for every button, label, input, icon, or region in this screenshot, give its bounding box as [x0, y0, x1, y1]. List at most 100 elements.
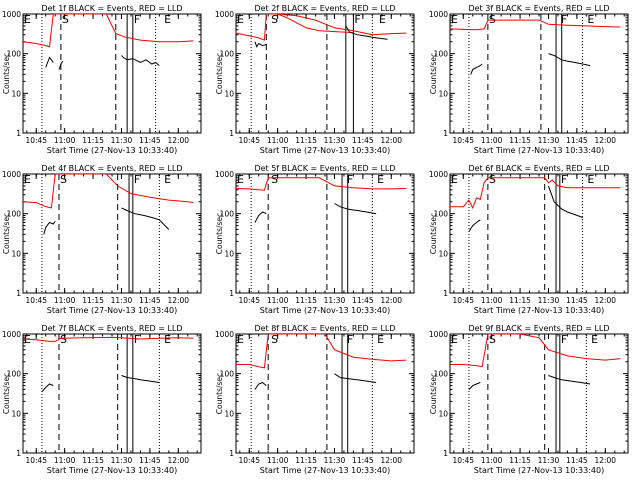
y-tick-label: 1000 — [215, 170, 234, 179]
x-tick-label: 11:45 — [139, 136, 161, 145]
lld-series-line — [236, 14, 407, 41]
panel-det-3: Det 3f BLACK = Events, RED = LLD 1 10 100 10… — [429, 4, 629, 155]
flag-label: S — [62, 13, 69, 26]
y-tick-label: 10 — [438, 89, 448, 98]
flag-label: E — [237, 333, 244, 346]
x-tick-label: 10:45 — [25, 136, 47, 145]
events-series-line — [468, 185, 583, 233]
y-axis-label: Counts/sec — [429, 53, 438, 94]
x-tick-label: 10:45 — [452, 136, 474, 145]
x-tick-label: 11:00 — [54, 296, 76, 305]
lld-series-line — [450, 334, 621, 368]
y-tick-label: 10 — [224, 409, 234, 418]
x-tick-label: 10:45 — [25, 296, 47, 305]
y-axis-label: Counts/sec — [2, 53, 11, 94]
flag-label: S — [271, 13, 278, 26]
flag-label: E — [451, 13, 458, 26]
panel-det-2: Det 2f BLACK = Events, RED = LLD 1 10 100 10… — [215, 4, 415, 155]
plot-frame — [449, 173, 629, 294]
plot-frame — [235, 333, 415, 454]
flag-label: E — [379, 13, 386, 26]
x-tick-label: 11:30 — [324, 296, 346, 305]
flag-label: E — [451, 173, 458, 186]
flag-label: S — [271, 173, 278, 186]
y-axis-label: Counts/sec — [429, 213, 438, 254]
y-tick-label: 1000 — [215, 10, 234, 19]
y-tick-label: 1000 — [429, 10, 448, 19]
x-tick-label: 11:45 — [566, 456, 588, 465]
x-axis-label: Start Time (27-Nov-13 10:33:40) — [47, 306, 177, 315]
events-series-line — [43, 207, 170, 235]
y-axis-label: Counts/sec — [215, 213, 224, 254]
x-tick-label: 12:00 — [594, 456, 616, 465]
events-series-line — [468, 375, 591, 390]
events-series-line — [45, 55, 160, 70]
flag-label: E — [237, 13, 244, 26]
flag-label: F — [347, 333, 353, 346]
plot-frame — [235, 173, 415, 294]
x-tick-label: 12:00 — [167, 296, 189, 305]
x-tick-label: 11:45 — [139, 296, 161, 305]
flag-label: E — [164, 13, 171, 26]
panel-title: Det 4f BLACK = Events, RED = LLD — [41, 164, 182, 173]
panel-det-1: Det 1f BLACK = Events, RED = LLD 1 10 100 10… — [2, 4, 202, 155]
y-tick-label: 1000 — [429, 170, 448, 179]
x-tick-label: 11:45 — [352, 456, 374, 465]
x-tick-label: 11:15 — [295, 136, 317, 145]
flag-label: E — [24, 13, 31, 26]
y-tick-label: 100 — [434, 50, 449, 59]
panel-title: Det 5f BLACK = Events, RED = LLD — [254, 164, 395, 173]
panel-title: Det 2f BLACK = Events, RED = LLD — [254, 4, 395, 13]
flag-label: S — [60, 173, 67, 186]
x-tick-label: 11:15 — [82, 136, 104, 145]
flag-label: F — [561, 333, 567, 346]
y-tick-label: 10 — [438, 249, 448, 258]
panel-det-8: Det 8f BLACK = Events, RED = LLD 1 10 100 10… — [215, 324, 415, 475]
y-tick-label: 1 — [229, 129, 234, 138]
flag-label: S — [489, 13, 496, 26]
y-tick-label: 1 — [229, 289, 234, 298]
x-tick-label: 12:00 — [380, 296, 402, 305]
y-tick-label: 100 — [7, 210, 22, 219]
x-tick-label: 11:00 — [54, 456, 76, 465]
plot-frame — [22, 13, 202, 134]
panel-det-5: Det 5f BLACK = Events, RED = LLD 1 10 100 10… — [215, 164, 415, 315]
y-tick-label: 100 — [220, 370, 235, 379]
y-tick-label: 10 — [11, 89, 21, 98]
x-tick-label: 11:30 — [111, 296, 133, 305]
x-tick-label: 11:15 — [295, 456, 317, 465]
flag-label: E — [377, 333, 384, 346]
flag-label: E — [237, 173, 244, 186]
x-axis-label: Start Time (27-Nov-13 10:33:40) — [47, 466, 177, 475]
events-series-line — [254, 25, 388, 48]
x-axis-label: Start Time (27-Nov-13 10:33:40) — [474, 146, 604, 155]
y-tick-label: 1000 — [2, 170, 21, 179]
x-tick-label: 10:45 — [238, 456, 260, 465]
panel-det-7: Det 7f BLACK = Events, RED = LLD 1 10 100 10… — [2, 324, 202, 475]
y-axis-label: Counts/sec — [215, 373, 224, 414]
x-tick-label: 12:00 — [167, 136, 189, 145]
y-axis-label: Counts/sec — [2, 373, 11, 414]
x-tick-label: 11:30 — [111, 136, 133, 145]
y-tick-label: 1000 — [2, 10, 21, 19]
x-axis-label: Start Time (27-Nov-13 10:33:40) — [260, 146, 390, 155]
y-tick-label: 1 — [443, 449, 448, 458]
y-axis-label: Counts/sec — [2, 213, 11, 254]
events-series-line — [254, 373, 377, 390]
x-tick-label: 11:00 — [481, 296, 503, 305]
x-axis-label: Start Time (27-Nov-13 10:33:40) — [260, 466, 390, 475]
x-tick-label: 12:00 — [380, 136, 402, 145]
flag-label: S — [60, 333, 67, 346]
flag-label: E — [164, 173, 171, 186]
lld-series-line — [23, 336, 194, 342]
x-tick-label: 11:15 — [509, 136, 531, 145]
x-tick-label: 11:45 — [566, 296, 588, 305]
lld-series-line — [450, 177, 621, 210]
x-tick-label: 11:00 — [267, 296, 289, 305]
plot-frame — [22, 173, 202, 294]
y-tick-label: 1 — [16, 289, 21, 298]
y-tick-label: 1 — [16, 129, 21, 138]
flag-label: E — [24, 173, 31, 186]
flag-label: S — [489, 333, 496, 346]
